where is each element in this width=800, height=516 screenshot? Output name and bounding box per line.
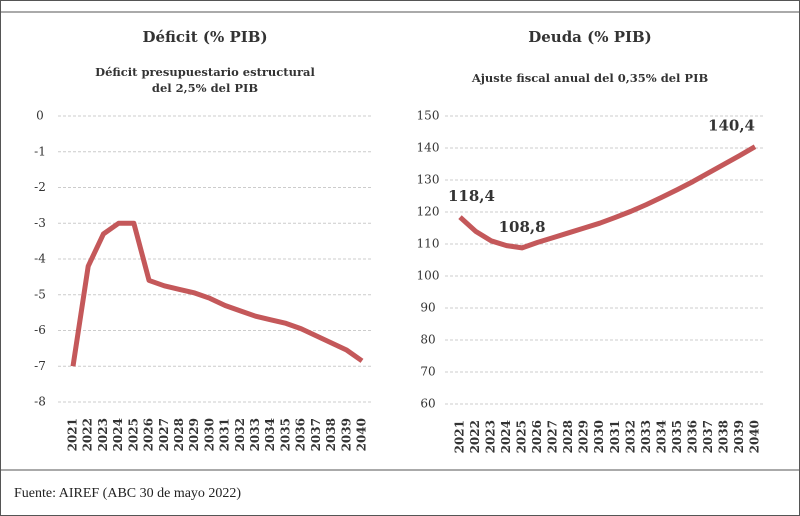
- x-tick-label: 2037: [309, 418, 323, 451]
- x-tick-label: 2033: [248, 418, 262, 451]
- y-tick-label: 120: [417, 205, 440, 219]
- chart-subtitle: Ajuste fiscal anual del 0,35% del PIB: [471, 71, 709, 85]
- chart-subtitle: Déficit presupuestario estructural: [95, 65, 315, 79]
- x-tick-label: 2039: [339, 418, 353, 451]
- y-tick-label: -1: [34, 144, 46, 158]
- x-tick-label: 2021: [453, 420, 467, 453]
- source: Fuente: AIREF (ABC 30 de mayo 2022): [14, 486, 241, 501]
- x-tick-label: 2035: [278, 418, 292, 451]
- y-tick-label: -3: [34, 216, 46, 230]
- x-tick-label: 2040: [748, 420, 762, 453]
- y-tick-label: -5: [34, 287, 46, 301]
- y-tick-label: 60: [420, 397, 435, 411]
- x-tick-label: 2030: [202, 418, 216, 451]
- x-tick-label: 2023: [484, 420, 498, 453]
- x-tick-label: 2026: [530, 420, 544, 453]
- x-tick-label: 2040: [355, 418, 369, 451]
- x-tick-label: 2036: [294, 418, 308, 451]
- y-tick-label: 70: [420, 365, 435, 379]
- value-label: 140,4: [708, 117, 755, 135]
- x-tick-label: 2029: [187, 418, 201, 451]
- x-tick-label: 2021: [66, 418, 80, 451]
- x-tick-label: 2032: [623, 420, 637, 453]
- x-tick-label: 2031: [608, 420, 622, 453]
- y-tick-label: 110: [417, 237, 440, 251]
- x-tick-label: 2038: [324, 418, 338, 451]
- x-tick-label: 2022: [468, 420, 482, 453]
- y-tick-label: -2: [34, 180, 46, 194]
- data-line: [458, 144, 757, 251]
- x-tick-label: 2036: [685, 420, 699, 453]
- x-tick-label: 2024: [499, 420, 513, 453]
- chart-title: Deuda (% PIB): [528, 28, 652, 46]
- x-tick-label: 2031: [218, 418, 232, 451]
- x-tick-label: 2032: [233, 418, 247, 451]
- y-tick-label: 100: [417, 269, 440, 283]
- x-tick-label: 2034: [654, 420, 668, 453]
- chart-title: Déficit (% PIB): [142, 28, 267, 46]
- x-tick-label: 2030: [592, 420, 606, 453]
- y-tick-label: 0: [36, 109, 44, 123]
- x-tick-label: 2027: [546, 420, 560, 453]
- x-tick-label: 2022: [81, 418, 95, 451]
- x-tick-label: 2029: [577, 420, 591, 453]
- y-tick-label: 90: [420, 301, 435, 315]
- y-tick-label: -6: [34, 323, 46, 337]
- x-tick-label: 2023: [96, 418, 110, 451]
- y-tick-label: -7: [34, 359, 46, 373]
- y-tick-label: 80: [420, 333, 435, 347]
- y-tick-label: 130: [417, 173, 440, 187]
- x-tick-label: 2039: [732, 420, 746, 453]
- x-tick-label: 2035: [670, 420, 684, 453]
- chart-subtitle: del 2,5% del PIB: [152, 81, 258, 95]
- y-tick-label: 140: [417, 141, 440, 155]
- x-tick-label: 2026: [142, 418, 156, 451]
- x-tick-label: 2027: [157, 418, 171, 451]
- x-tick-label: 2028: [172, 418, 186, 451]
- x-tick-label: 2028: [561, 420, 575, 453]
- x-tick-label: 2024: [111, 418, 125, 451]
- x-tick-label: 2037: [701, 420, 715, 453]
- data-line: [70, 220, 364, 367]
- y-tick-label: -4: [34, 252, 46, 266]
- y-tick-label: -8: [34, 395, 46, 409]
- x-tick-label: 2038: [716, 420, 730, 453]
- x-tick-label: 2033: [639, 420, 653, 453]
- x-tick-label: 2025: [515, 420, 529, 453]
- value-label: 118,4: [448, 187, 495, 205]
- value-label: 108,8: [499, 218, 546, 236]
- x-tick-label: 2034: [263, 418, 277, 451]
- x-tick-label: 2025: [126, 418, 140, 451]
- y-tick-label: 150: [417, 109, 440, 123]
